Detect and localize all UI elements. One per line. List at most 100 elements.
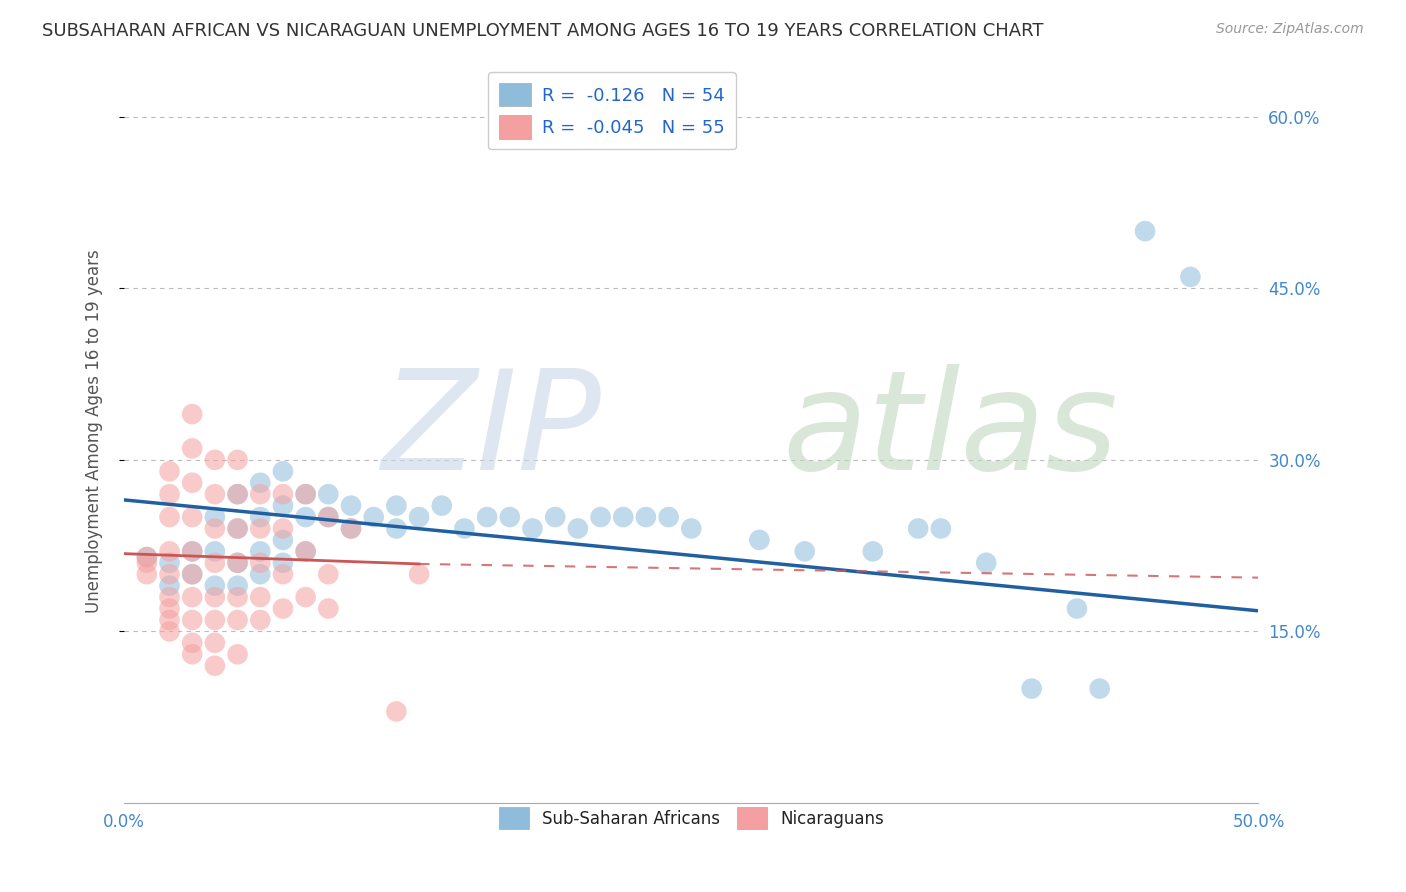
- Point: [385, 499, 408, 513]
- Point: [226, 579, 249, 593]
- Point: [249, 613, 271, 627]
- Point: [159, 601, 181, 615]
- Point: [159, 613, 181, 627]
- Point: [340, 521, 363, 535]
- Point: [658, 510, 681, 524]
- Point: [204, 521, 226, 535]
- Point: [1180, 269, 1202, 284]
- Point: [567, 521, 589, 535]
- Legend: Sub-Saharan Africans, Nicaraguans: Sub-Saharan Africans, Nicaraguans: [492, 801, 890, 836]
- Point: [204, 510, 226, 524]
- Point: [159, 544, 181, 558]
- Point: [159, 510, 181, 524]
- Point: [249, 556, 271, 570]
- Point: [181, 567, 204, 582]
- Point: [318, 510, 340, 524]
- Point: [589, 510, 612, 524]
- Point: [181, 510, 204, 524]
- Point: [385, 521, 408, 535]
- Point: [271, 499, 294, 513]
- Point: [204, 636, 226, 650]
- Point: [453, 521, 475, 535]
- Point: [181, 648, 204, 662]
- Point: [204, 556, 226, 570]
- Point: [204, 544, 226, 558]
- Point: [522, 521, 544, 535]
- Point: [181, 544, 204, 558]
- Point: [226, 648, 249, 662]
- Point: [1066, 601, 1088, 615]
- Point: [271, 464, 294, 478]
- Point: [318, 567, 340, 582]
- Point: [181, 442, 204, 456]
- Point: [294, 487, 316, 501]
- Point: [249, 521, 271, 535]
- Point: [159, 464, 181, 478]
- Point: [135, 550, 157, 565]
- Point: [430, 499, 453, 513]
- Point: [135, 550, 157, 565]
- Point: [181, 590, 204, 604]
- Point: [249, 487, 271, 501]
- Point: [181, 544, 204, 558]
- Point: [363, 510, 385, 524]
- Point: [181, 613, 204, 627]
- Point: [294, 487, 316, 501]
- Point: [226, 613, 249, 627]
- Point: [340, 521, 363, 535]
- Point: [271, 601, 294, 615]
- Text: ZIP: ZIP: [381, 364, 600, 499]
- Point: [204, 590, 226, 604]
- Point: [226, 487, 249, 501]
- Point: [159, 567, 181, 582]
- Point: [929, 521, 952, 535]
- Point: [544, 510, 567, 524]
- Point: [181, 475, 204, 490]
- Point: [793, 544, 815, 558]
- Point: [204, 487, 226, 501]
- Point: [294, 590, 316, 604]
- Point: [612, 510, 634, 524]
- Point: [226, 453, 249, 467]
- Point: [862, 544, 884, 558]
- Point: [226, 556, 249, 570]
- Point: [271, 567, 294, 582]
- Point: [159, 579, 181, 593]
- Point: [135, 556, 157, 570]
- Point: [181, 567, 204, 582]
- Point: [226, 487, 249, 501]
- Point: [204, 613, 226, 627]
- Point: [204, 579, 226, 593]
- Point: [249, 590, 271, 604]
- Point: [159, 590, 181, 604]
- Point: [249, 510, 271, 524]
- Point: [181, 636, 204, 650]
- Point: [475, 510, 498, 524]
- Point: [271, 556, 294, 570]
- Point: [249, 475, 271, 490]
- Point: [204, 453, 226, 467]
- Point: [681, 521, 703, 535]
- Point: [135, 567, 157, 582]
- Point: [159, 556, 181, 570]
- Y-axis label: Unemployment Among Ages 16 to 19 years: Unemployment Among Ages 16 to 19 years: [86, 250, 103, 613]
- Point: [204, 658, 226, 673]
- Point: [226, 590, 249, 604]
- Text: SUBSAHARAN AFRICAN VS NICARAGUAN UNEMPLOYMENT AMONG AGES 16 TO 19 YEARS CORRELAT: SUBSAHARAN AFRICAN VS NICARAGUAN UNEMPLO…: [42, 22, 1043, 40]
- Point: [318, 510, 340, 524]
- Point: [318, 601, 340, 615]
- Point: [159, 487, 181, 501]
- Point: [294, 510, 316, 524]
- Point: [294, 544, 316, 558]
- Point: [271, 487, 294, 501]
- Point: [1133, 224, 1156, 238]
- Point: [271, 521, 294, 535]
- Point: [294, 544, 316, 558]
- Point: [226, 521, 249, 535]
- Point: [181, 407, 204, 421]
- Point: [249, 567, 271, 582]
- Point: [1088, 681, 1111, 696]
- Point: [748, 533, 770, 547]
- Point: [907, 521, 929, 535]
- Point: [318, 487, 340, 501]
